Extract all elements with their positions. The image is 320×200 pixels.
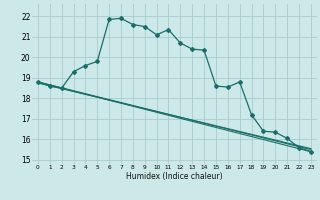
X-axis label: Humidex (Indice chaleur): Humidex (Indice chaleur) [126,172,223,181]
